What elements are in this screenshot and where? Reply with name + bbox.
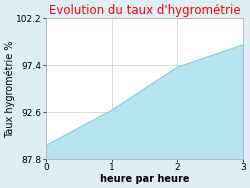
Title: Evolution du taux d'hygrométrie: Evolution du taux d'hygrométrie bbox=[48, 4, 240, 17]
Y-axis label: Taux hygrométrie %: Taux hygrométrie % bbox=[4, 40, 15, 138]
X-axis label: heure par heure: heure par heure bbox=[100, 174, 189, 184]
